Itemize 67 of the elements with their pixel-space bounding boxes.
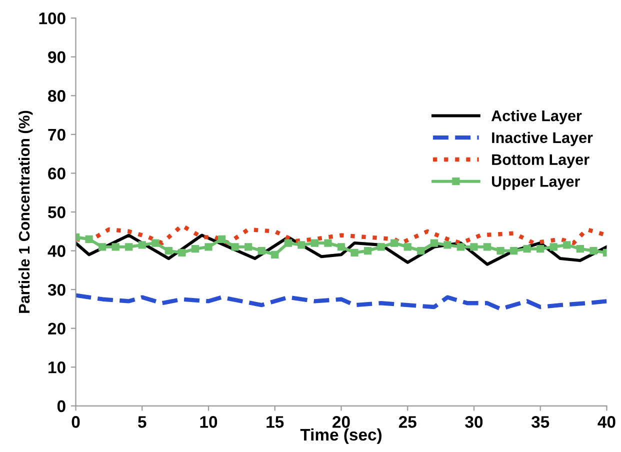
legend-label: Bottom Layer bbox=[492, 154, 590, 168]
line-series bbox=[76, 293, 607, 312]
point bbox=[152, 239, 160, 247]
y-tick-label: 90 bbox=[48, 51, 66, 64]
point bbox=[417, 246, 425, 255]
x-axis-title: Time (sec) bbox=[300, 428, 382, 444]
y-tick-label: 70 bbox=[48, 128, 66, 141]
point bbox=[85, 235, 93, 243]
legend-label: Inactive Layer bbox=[492, 132, 593, 146]
point bbox=[430, 239, 438, 247]
point bbox=[218, 235, 226, 243]
y-tick-label: 100 bbox=[39, 12, 66, 24]
point bbox=[350, 248, 358, 257]
point bbox=[404, 243, 412, 251]
point bbox=[576, 245, 584, 253]
x-tick-label: 40 bbox=[598, 416, 616, 428]
y-tick-label: 30 bbox=[48, 284, 66, 296]
y-tick-label: 10 bbox=[48, 362, 66, 374]
legend-label: Upper Layer bbox=[492, 176, 580, 190]
y-axis-title: Particle 1 Concentration (%) bbox=[18, 110, 33, 313]
point bbox=[98, 243, 106, 251]
point bbox=[496, 246, 504, 255]
point bbox=[337, 243, 346, 251]
point bbox=[390, 239, 398, 247]
point bbox=[191, 245, 200, 253]
x-tick-label: 5 bbox=[138, 416, 146, 428]
point bbox=[324, 239, 332, 247]
point bbox=[470, 243, 478, 251]
x-tick-label: 10 bbox=[200, 416, 218, 428]
point bbox=[590, 246, 598, 255]
line-series bbox=[76, 234, 607, 266]
x-tick-label: 20 bbox=[332, 416, 350, 428]
point bbox=[523, 245, 531, 253]
point bbox=[444, 241, 452, 249]
point bbox=[563, 241, 571, 249]
point bbox=[112, 243, 120, 251]
point bbox=[298, 241, 306, 249]
point bbox=[138, 241, 146, 249]
y-tick-label: 40 bbox=[48, 245, 66, 257]
point bbox=[231, 243, 239, 251]
point bbox=[364, 246, 372, 255]
y-tick-label: 20 bbox=[48, 322, 66, 335]
y-tick-label: 0 bbox=[57, 400, 66, 412]
x-tick-label: 35 bbox=[531, 416, 550, 428]
point bbox=[271, 250, 279, 258]
point bbox=[164, 246, 172, 255]
point bbox=[510, 246, 518, 255]
point bbox=[125, 243, 133, 251]
point bbox=[536, 245, 544, 253]
point bbox=[377, 243, 385, 251]
point bbox=[244, 243, 252, 251]
point bbox=[483, 243, 492, 251]
x-tick-label: 0 bbox=[72, 416, 80, 428]
point bbox=[258, 246, 266, 255]
point bbox=[456, 243, 465, 251]
point bbox=[284, 239, 292, 247]
point bbox=[310, 239, 319, 247]
x-tick-label: 15 bbox=[266, 416, 284, 428]
point bbox=[178, 248, 186, 257]
y-tick-label: 80 bbox=[48, 90, 66, 102]
point bbox=[204, 243, 212, 251]
y-tick-label: 60 bbox=[48, 168, 66, 180]
legend-label: Active Layer bbox=[491, 110, 582, 124]
x-tick-label: 30 bbox=[465, 416, 483, 428]
point bbox=[550, 243, 558, 251]
y-tick-label: 50 bbox=[48, 206, 66, 218]
x-tick-label: 25 bbox=[398, 416, 416, 428]
